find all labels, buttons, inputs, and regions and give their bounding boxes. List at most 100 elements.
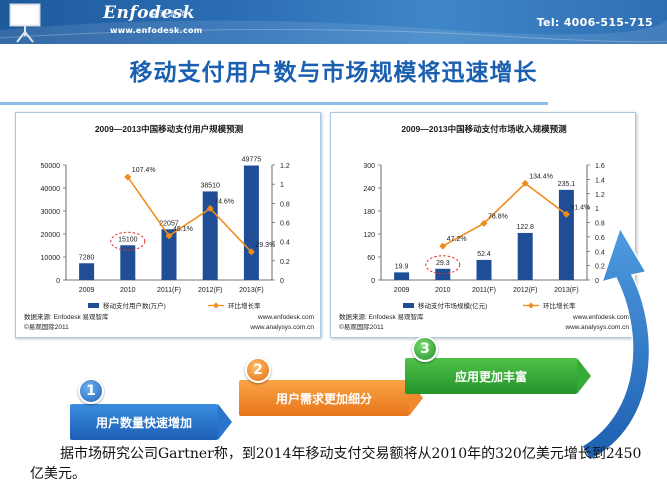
bar-value-label: 7280 bbox=[79, 254, 95, 261]
x-tick-label: 2012(F) bbox=[198, 287, 223, 294]
bar-value-label: 235.1 bbox=[558, 181, 576, 188]
growth-rate-point bbox=[480, 219, 488, 227]
y-tick-label: 120 bbox=[363, 232, 375, 239]
x-tick-label: 2009 bbox=[394, 287, 410, 294]
telephone-number: Tel: 4006-515-715 bbox=[536, 16, 653, 29]
growth-rate-point bbox=[206, 205, 214, 213]
x-tick-label: 2013(F) bbox=[239, 287, 264, 294]
bar-value-label: 15100 bbox=[118, 236, 138, 243]
step-3-arrow-tip bbox=[577, 358, 591, 394]
bar-mark bbox=[517, 232, 533, 280]
y2-tick-label: 0.8 bbox=[595, 221, 605, 228]
market-scale-chart: 2009—2013中国移动支付市场收入规模预测 0 60 120 180 240 300 0 0… bbox=[339, 124, 629, 331]
presentation-board-icon bbox=[9, 3, 41, 43]
bar-value-label: 122.8 bbox=[516, 224, 534, 231]
y2-tick-label: 0.6 bbox=[595, 235, 605, 242]
growth-rate-label: 91.4% bbox=[570, 204, 590, 211]
growth-rate-line bbox=[442, 182, 567, 247]
step-3-number-badge: 3 bbox=[412, 336, 438, 362]
step-1-number-badge: 1 bbox=[78, 378, 104, 404]
x-tick-label: 2011(F) bbox=[472, 287, 496, 294]
growth-rate-label: 46.1% bbox=[173, 226, 193, 233]
user-scale-chart-panel: 2009—2013中国移动支付用户规模预测 0 10000 20000 30000 400… bbox=[15, 112, 321, 338]
bar-value-label: 29.3 bbox=[436, 260, 450, 267]
growth-rate-label: 134.4% bbox=[529, 173, 553, 180]
site-url-note: www.enfodesk.com bbox=[572, 314, 629, 321]
legend-bar-swatch bbox=[403, 303, 414, 308]
growth-rate-line bbox=[127, 176, 252, 253]
highlight-ellipse bbox=[110, 231, 146, 251]
header-decoration bbox=[0, 20, 667, 44]
y-tick-label: 40000 bbox=[41, 186, 61, 193]
bar-mark bbox=[161, 229, 177, 280]
copyright-note: ©易观国际2011 bbox=[24, 322, 69, 331]
legend-bar-swatch bbox=[88, 303, 99, 308]
site-url-note: www.analysys.com.cn bbox=[249, 324, 314, 331]
x-tick-label: 2012(F) bbox=[513, 287, 538, 294]
y2-tick-label: 1 bbox=[280, 182, 284, 189]
y-tick-label: 0 bbox=[371, 278, 375, 285]
brand-logo: Enfodesk bbox=[103, 3, 196, 23]
step-3-richer-applications: 应用更加丰富 bbox=[405, 358, 577, 394]
step-1-increase-users: 用户数量快速增加 bbox=[70, 404, 218, 440]
legend-line-label: 环比增长率 bbox=[228, 301, 261, 310]
y-tick-label: 20000 bbox=[41, 232, 61, 239]
y2-tick-label: 1 bbox=[595, 206, 599, 213]
y2-tick-label: 1.2 bbox=[595, 192, 605, 199]
bar-value-label: 22057 bbox=[159, 220, 179, 227]
y-tick-label: 300 bbox=[363, 163, 375, 170]
source-note: 数据来源: Enfodesk 易观智库 bbox=[24, 312, 109, 321]
y-tick-label: 60 bbox=[367, 255, 375, 262]
step-2-number-badge: 2 bbox=[245, 357, 271, 383]
y2-tick-label: 0 bbox=[280, 278, 284, 285]
step-2-segment-demand: 用户需求更加细分 bbox=[239, 380, 409, 416]
y2-tick-label: 0.6 bbox=[280, 221, 290, 228]
y-tick-label: 180 bbox=[363, 209, 375, 216]
bar-mark bbox=[394, 272, 410, 280]
legend-line-marker bbox=[528, 302, 534, 309]
growth-rate-point bbox=[439, 242, 447, 250]
y-tick-label: 10000 bbox=[41, 255, 61, 262]
bar-mark bbox=[435, 268, 451, 280]
x-tick-label: 2010 bbox=[435, 287, 451, 294]
growth-rate-label: 47.2% bbox=[447, 236, 467, 243]
y-tick-label: 240 bbox=[363, 186, 375, 193]
growth-rate-point bbox=[521, 179, 529, 187]
y2-tick-label: 1.6 bbox=[595, 163, 605, 170]
bar-value-label: 19.9 bbox=[395, 263, 409, 270]
growth-rate-label: 29.3% bbox=[255, 242, 275, 249]
growth-rate-point bbox=[247, 248, 255, 256]
y-tick-label: 30000 bbox=[41, 209, 61, 216]
user-scale-chart: 2009—2013中国移动支付用户规模预测 0 10000 20000 30000 400… bbox=[24, 124, 314, 331]
legend-bar-label: 移动支付用户数(万户) bbox=[103, 301, 166, 310]
growth-rate-label: 78.8% bbox=[488, 213, 508, 220]
y2-tick-label: 1.2 bbox=[280, 163, 290, 170]
copyright-note: ©易观国际2011 bbox=[339, 322, 384, 331]
curved-arrow bbox=[580, 226, 651, 461]
site-url-note: www.analysys.com.cn bbox=[564, 324, 629, 331]
bar-mark bbox=[476, 259, 492, 280]
y2-tick-label: 0.2 bbox=[595, 264, 605, 271]
y2-tick-label: 0.4 bbox=[595, 249, 605, 256]
bar-value-label: 38510 bbox=[200, 182, 220, 189]
slide-title: 移动支付用户数与市场规模将迅速增长 bbox=[129, 60, 538, 86]
x-tick-label: 2011(F) bbox=[157, 287, 181, 294]
bar-value-label: 52.4 bbox=[477, 251, 491, 258]
y2-tick-label: 0.8 bbox=[280, 201, 290, 208]
growth-rate-point bbox=[165, 232, 173, 240]
growth-rate-label: 107.4% bbox=[132, 167, 156, 174]
legend-bar-label: 移动支付市场规模(亿元) bbox=[418, 301, 487, 310]
legend-line-label: 环比增长率 bbox=[543, 301, 576, 310]
site-url-note: www.enfodesk.com bbox=[257, 314, 314, 321]
bar-mark bbox=[243, 165, 259, 280]
step-1-arrow-tip bbox=[218, 404, 232, 440]
x-tick-label: 2013(F) bbox=[554, 287, 579, 294]
y2-tick-label: 0 bbox=[595, 278, 599, 285]
y2-tick-label: 0.4 bbox=[280, 240, 290, 247]
source-note: 数据来源: Enfodesk 易观智库 bbox=[339, 312, 424, 321]
chart-title: 2009—2013中国移动支付市场收入规模预测 bbox=[401, 124, 567, 134]
title-divider bbox=[0, 102, 548, 105]
x-tick-label: 2010 bbox=[120, 287, 136, 294]
bar-mark bbox=[79, 263, 95, 280]
bar-mark bbox=[120, 245, 136, 280]
